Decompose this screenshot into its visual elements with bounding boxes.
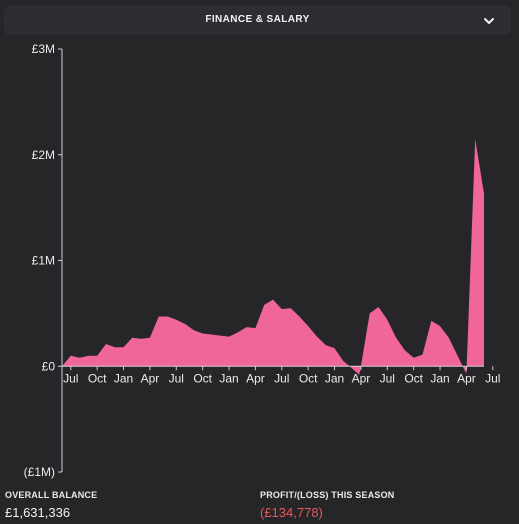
profit-loss-label: PROFIT/(LOSS) THIS SEASON: [260, 490, 395, 500]
overall-balance-value: £1,631,336: [5, 505, 71, 520]
y-tick-label: £3M: [32, 42, 55, 56]
x-tick-label: Oct: [88, 371, 107, 385]
x-tick-label: Jul: [63, 371, 78, 385]
x-tick-label: Apr: [246, 371, 265, 385]
x-tick-label: Oct: [299, 371, 318, 385]
x-tick-label: Jan: [325, 371, 344, 385]
x-tick-label: Jul: [169, 371, 184, 385]
x-tick-label: Apr: [457, 371, 476, 385]
x-tick-label: Jan: [219, 371, 238, 385]
x-tick-label: Jan: [430, 371, 449, 385]
x-tick-label: Oct: [404, 371, 423, 385]
finance-salary-header[interactable]: FINANCE & SALARY: [4, 6, 511, 35]
x-tick-label: Jul: [380, 371, 395, 385]
x-tick-label: Apr: [141, 371, 160, 385]
y-tick-label: £2M: [32, 148, 55, 162]
overall-balance-label: OVERALL BALANCE: [5, 490, 98, 500]
x-tick-label: Jul: [485, 371, 500, 385]
y-tick-label: £0: [42, 359, 56, 373]
chevron-down-icon[interactable]: [481, 13, 497, 29]
header-title: FINANCE & SALARY: [205, 14, 310, 25]
y-tick-label: £1M: [32, 254, 55, 268]
profit-loss-value: (£134,778): [260, 505, 323, 520]
x-tick-label: Apr: [352, 371, 371, 385]
x-tick-label: Oct: [193, 371, 212, 385]
x-tick-label: Jan: [114, 371, 133, 385]
balance-area: [62, 138, 484, 375]
x-tick-label: Jul: [274, 371, 289, 385]
y-tick-label: (£1M): [24, 465, 55, 479]
balance-chart: £3M £2M £1M £0 (£1M) Jul Oct Jan Apr Jul Oct Jan Apr…: [24, 42, 501, 479]
